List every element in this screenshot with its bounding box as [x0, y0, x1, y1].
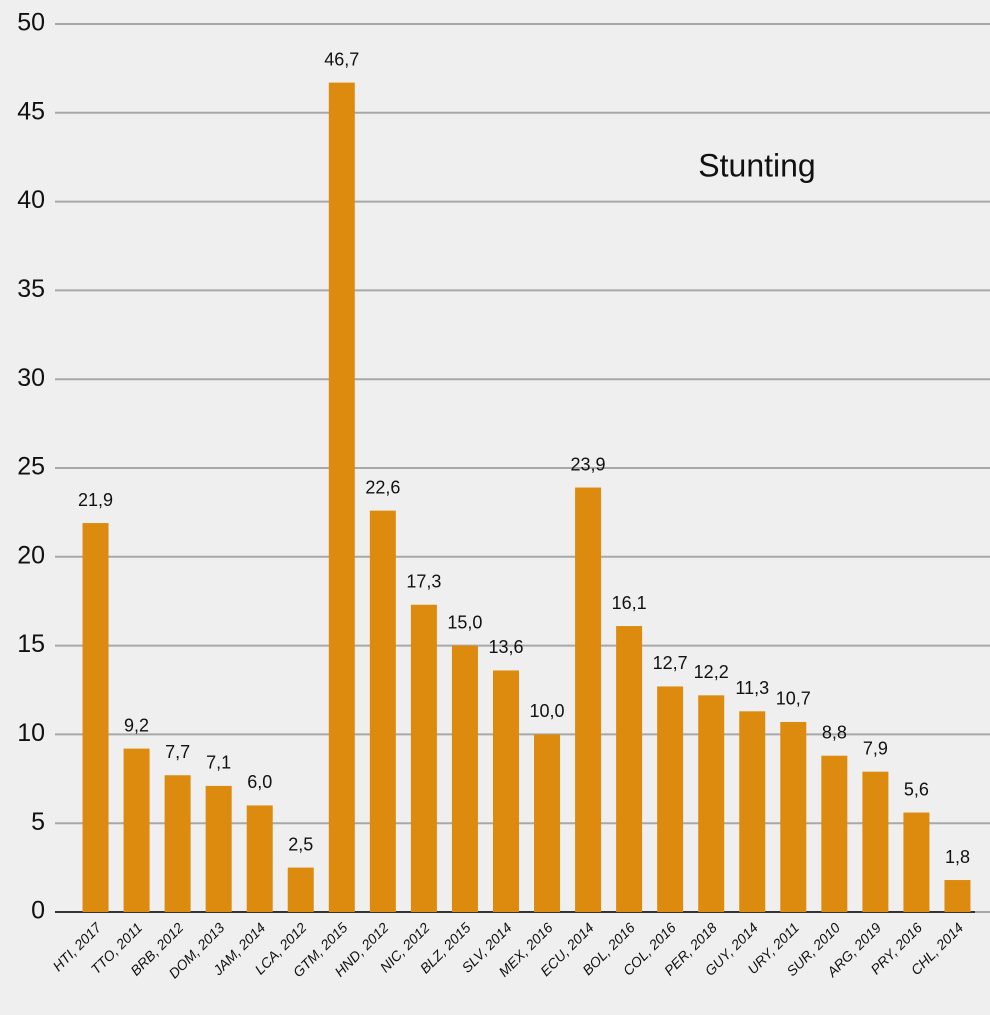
y-tick-label: 40 — [17, 186, 45, 214]
bar — [534, 734, 561, 912]
bar — [123, 748, 150, 912]
value-label: 2,5 — [288, 834, 313, 854]
bar — [862, 771, 889, 912]
value-label: 22,6 — [365, 477, 400, 497]
bar — [82, 523, 109, 912]
value-label: 11,3 — [735, 678, 769, 698]
value-label: 17,3 — [406, 572, 441, 592]
value-label: 15,0 — [447, 612, 482, 632]
value-label: 23,9 — [571, 454, 606, 474]
y-tick-label: 0 — [31, 897, 45, 925]
bar — [575, 487, 602, 912]
y-tick-label: 25 — [17, 453, 45, 481]
bar — [657, 686, 684, 912]
bar — [451, 645, 478, 912]
value-label: 12,2 — [694, 662, 729, 682]
bar — [369, 510, 396, 912]
y-tick-label: 30 — [17, 364, 45, 392]
bar — [410, 604, 437, 912]
bar — [903, 812, 930, 912]
value-label: 16,1 — [612, 593, 647, 613]
bar — [944, 880, 971, 912]
bar — [821, 755, 848, 912]
value-label: 13,6 — [488, 637, 523, 657]
bar — [698, 695, 725, 912]
y-tick-label: 35 — [17, 275, 45, 303]
value-label: 10,7 — [776, 689, 811, 709]
bar — [287, 867, 314, 912]
bar — [164, 775, 191, 912]
value-label: 7,7 — [165, 742, 190, 762]
y-tick-label: 15 — [17, 630, 45, 658]
value-label: 46,7 — [324, 49, 359, 69]
value-label: 8,8 — [822, 722, 847, 742]
bar — [739, 711, 766, 912]
y-tick-label: 20 — [17, 541, 45, 569]
value-label: 7,9 — [863, 738, 888, 758]
value-label: 12,7 — [653, 653, 688, 673]
y-tick-label: 45 — [17, 97, 45, 125]
bar — [246, 805, 273, 912]
y-tick-label: 50 — [17, 9, 45, 37]
value-label: 1,8 — [945, 847, 970, 867]
bar — [492, 670, 519, 912]
value-label: 6,0 — [247, 772, 272, 792]
bar — [616, 626, 643, 912]
value-label: 7,1 — [206, 753, 231, 773]
y-tick-label: 5 — [31, 808, 45, 836]
bar — [205, 785, 232, 912]
value-label: 9,2 — [124, 715, 149, 735]
bar — [328, 82, 355, 912]
chart-title: Stunting — [698, 147, 815, 183]
value-label: 5,6 — [904, 779, 929, 799]
value-label: 10,0 — [529, 701, 564, 721]
bar — [780, 721, 807, 912]
value-label: 21,9 — [78, 490, 113, 510]
y-tick-label: 10 — [17, 719, 45, 747]
